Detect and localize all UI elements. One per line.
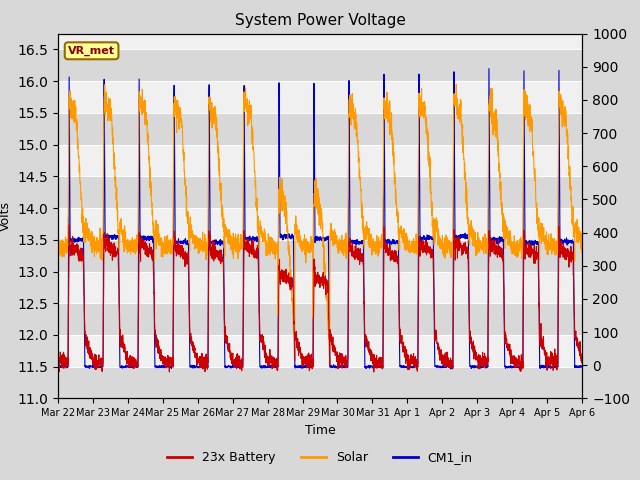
X-axis label: Time: Time [305, 424, 335, 437]
Bar [58, 176, 582, 208]
Bar [58, 240, 582, 272]
Bar [58, 303, 582, 335]
Legend: 23x Battery, Solar, CM1_in: 23x Battery, Solar, CM1_in [163, 446, 477, 469]
Title: System Power Voltage: System Power Voltage [235, 13, 405, 28]
Bar [58, 113, 582, 144]
Text: VR_met: VR_met [68, 46, 115, 56]
Y-axis label: Volts: Volts [0, 201, 12, 231]
Bar [58, 49, 582, 81]
Bar [58, 367, 582, 398]
